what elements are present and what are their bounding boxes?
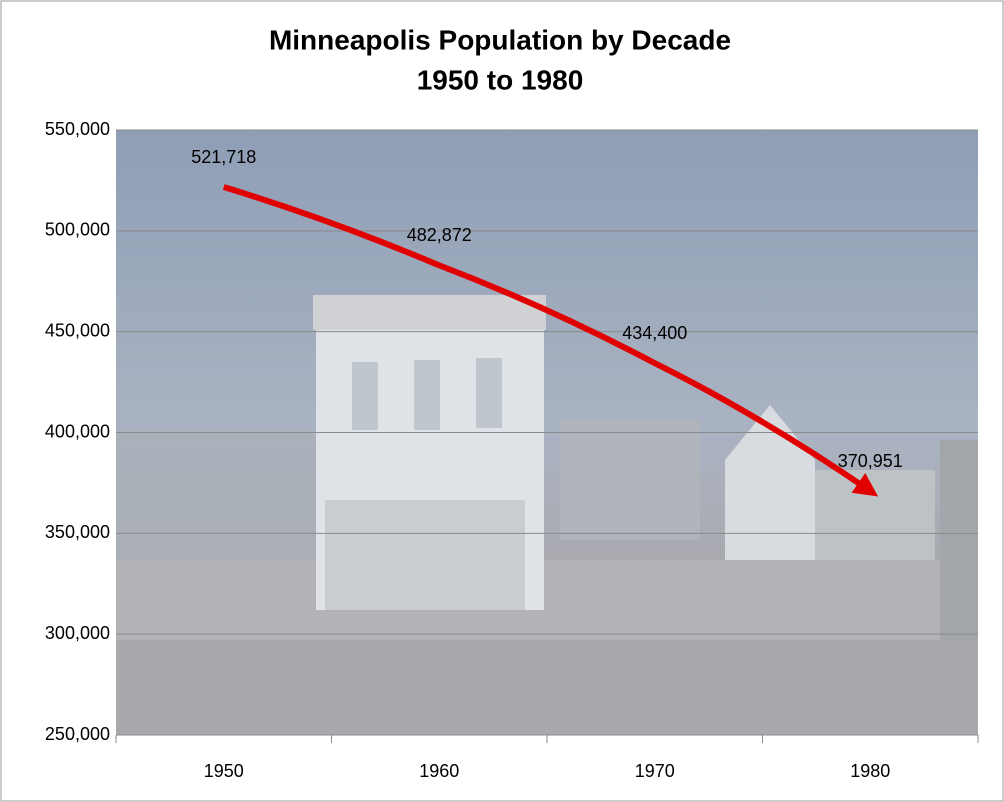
data-label: 521,718 [191, 147, 256, 167]
x-tick-label: 1980 [850, 761, 890, 781]
chart-title: Minneapolis Population by Decade [269, 24, 731, 55]
data-label: 482,872 [407, 225, 472, 245]
y-tick-label: 300,000 [45, 623, 110, 643]
y-tick-label: 400,000 [45, 421, 110, 441]
data-line [222, 184, 879, 497]
y-tick-label: 500,000 [45, 220, 110, 240]
x-tick-label: 1950 [204, 761, 244, 781]
x-tick-label: 1970 [635, 761, 675, 781]
y-tick-label: 550,000 [45, 119, 110, 139]
chart-subtitle: 1950 to 1980 [417, 64, 584, 95]
y-tick-label: 350,000 [45, 522, 110, 542]
y-tick-label: 250,000 [45, 724, 110, 744]
data-label: 434,400 [622, 323, 687, 343]
y-tick-label: 450,000 [45, 320, 110, 340]
x-tick-label: 1960 [419, 761, 459, 781]
data-label: 370,951 [838, 451, 903, 471]
